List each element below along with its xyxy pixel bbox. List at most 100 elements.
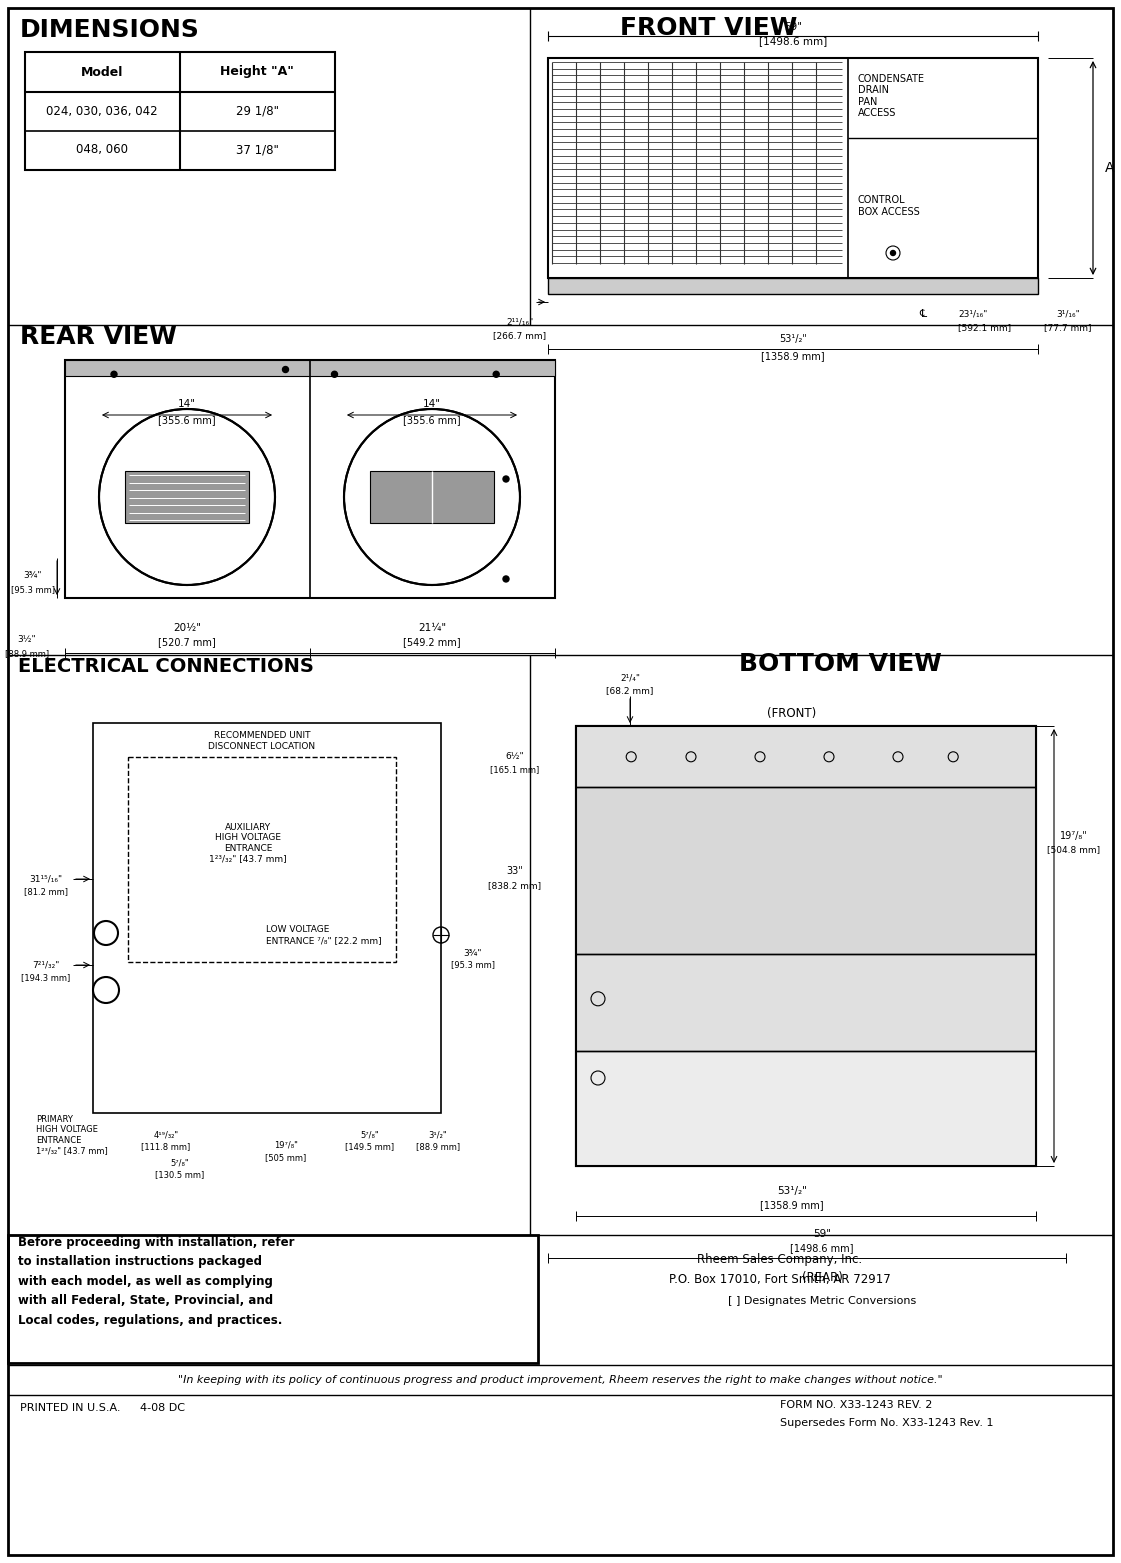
Circle shape — [890, 250, 896, 255]
Text: [355.6 mm]: [355.6 mm] — [158, 416, 216, 425]
Text: [111.8 mm]: [111.8 mm] — [141, 1143, 191, 1152]
Bar — [93, 724, 441, 1113]
Text: Model: Model — [81, 66, 123, 78]
Text: Supersedes Form No. X33-1243 Rev. 1: Supersedes Form No. X33-1243 Rev. 1 — [780, 1418, 993, 1429]
Text: 2¹¹/₁₆": 2¹¹/₁₆" — [507, 317, 534, 327]
Text: 23¹/₁₆": 23¹/₁₆" — [958, 309, 988, 319]
Text: [504.8 mm]: [504.8 mm] — [1047, 846, 1101, 855]
Circle shape — [332, 372, 337, 377]
Text: 3¾": 3¾" — [24, 572, 43, 580]
Text: BOTTOM VIEW: BOTTOM VIEW — [739, 652, 942, 677]
Text: 048, 060: 048, 060 — [76, 144, 128, 156]
Text: ELECTRICAL CONNECTIONS: ELECTRICAL CONNECTIONS — [18, 656, 314, 675]
Text: CONDENSATE
DRAIN
PAN
ACCESS: CONDENSATE DRAIN PAN ACCESS — [858, 73, 925, 119]
Text: [1498.6 mm]: [1498.6 mm] — [759, 36, 827, 45]
Text: [838.2 mm]: [838.2 mm] — [489, 880, 541, 889]
Bar — [576, 1050, 1036, 1166]
Bar — [126, 470, 249, 524]
Text: [549.2 mm]: [549.2 mm] — [404, 638, 461, 647]
Bar — [128, 756, 396, 961]
Text: PRINTED IN U.S.A.: PRINTED IN U.S.A. — [20, 1404, 120, 1413]
Bar — [8, 1235, 538, 1363]
Bar — [548, 278, 1038, 294]
Text: [ ] Designates Metric Conversions: [ ] Designates Metric Conversions — [728, 1296, 916, 1307]
Text: [81.2 mm]: [81.2 mm] — [24, 888, 68, 897]
Bar — [576, 788, 1036, 953]
Text: [1498.6 mm]: [1498.6 mm] — [790, 1243, 854, 1254]
Text: PRIMARY
HIGH VOLTAGE
ENTRANCE
1²³/₃₂" [43.7 mm]: PRIMARY HIGH VOLTAGE ENTRANCE 1²³/₃₂" [4… — [36, 1114, 108, 1155]
Text: FORM NO. X33-1243 REV. 2: FORM NO. X33-1243 REV. 2 — [780, 1400, 933, 1410]
Text: DIMENSIONS: DIMENSIONS — [20, 19, 200, 42]
Text: 29 1/8": 29 1/8" — [235, 105, 278, 117]
Text: 19⁷/₈": 19⁷/₈" — [274, 1141, 298, 1149]
Text: 33": 33" — [507, 866, 524, 877]
Text: [68.2 mm]: [68.2 mm] — [606, 686, 654, 696]
Text: REAR VIEW: REAR VIEW — [20, 325, 177, 349]
Bar — [576, 725, 1036, 788]
Text: [95.3 mm]: [95.3 mm] — [11, 586, 55, 594]
Text: [592.1 mm]: [592.1 mm] — [958, 324, 1011, 333]
Text: [1358.9 mm]: [1358.9 mm] — [760, 1200, 824, 1210]
Text: [355.6 mm]: [355.6 mm] — [404, 416, 461, 425]
Text: 19⁷/₈": 19⁷/₈" — [1060, 832, 1087, 841]
Circle shape — [503, 575, 509, 581]
Bar — [65, 359, 555, 377]
Circle shape — [282, 366, 288, 372]
Text: Height "A": Height "A" — [220, 66, 294, 78]
Circle shape — [493, 372, 499, 377]
Text: 14": 14" — [178, 399, 196, 410]
Bar — [576, 953, 1036, 1050]
Bar — [370, 470, 494, 524]
Text: 5⁷/₈": 5⁷/₈" — [361, 1130, 379, 1139]
Text: [165.1 mm]: [165.1 mm] — [490, 766, 539, 774]
Text: [88.9 mm]: [88.9 mm] — [416, 1143, 460, 1152]
Text: [130.5 mm]: [130.5 mm] — [156, 1171, 205, 1180]
Text: 6½": 6½" — [506, 752, 525, 761]
Text: [77.7 mm]: [77.7 mm] — [1045, 324, 1092, 333]
Text: 3¹/₂": 3¹/₂" — [428, 1130, 447, 1139]
Text: [95.3 mm]: [95.3 mm] — [451, 961, 495, 969]
Text: 4-08 DC: 4-08 DC — [140, 1404, 185, 1413]
Text: ℄: ℄ — [919, 309, 927, 319]
Text: 7²¹/₃₂": 7²¹/₃₂" — [33, 961, 59, 969]
Text: 5⁷/₈": 5⁷/₈" — [170, 1158, 189, 1168]
Text: [194.3 mm]: [194.3 mm] — [21, 974, 71, 983]
Text: [266.7 mm]: [266.7 mm] — [493, 331, 547, 341]
Text: AUXILIARY
HIGH VOLTAGE
ENTRANCE
1²³/₃₂" [43.7 mm]: AUXILIARY HIGH VOLTAGE ENTRANCE 1²³/₃₂" … — [210, 822, 287, 863]
Bar — [548, 58, 1038, 278]
Circle shape — [111, 372, 117, 377]
Text: [505 mm]: [505 mm] — [266, 1153, 307, 1163]
Text: [88.9 mm]: [88.9 mm] — [4, 650, 49, 658]
Text: 53¹/₂": 53¹/₂" — [779, 334, 807, 344]
Text: 3½": 3½" — [18, 636, 36, 644]
Bar — [576, 725, 1036, 1166]
Text: 59": 59" — [813, 1229, 831, 1239]
Text: Rheem Sales Company, Inc.
P.O. Box 17010, Fort Smith, AR 72917: Rheem Sales Company, Inc. P.O. Box 17010… — [669, 1254, 891, 1286]
Text: LOW VOLTAGE
ENTRANCE ⁷/₈" [22.2 mm]: LOW VOLTAGE ENTRANCE ⁷/₈" [22.2 mm] — [266, 925, 381, 944]
Text: 2¹/₄": 2¹/₄" — [620, 674, 640, 683]
Bar — [65, 359, 555, 599]
Text: "In keeping with its policy of continuous progress and product improvement, Rhee: "In keeping with its policy of continuou… — [178, 1375, 943, 1385]
Text: A: A — [1105, 161, 1114, 175]
Text: 4¹⁹/₃₂": 4¹⁹/₃₂" — [154, 1130, 178, 1139]
Text: [149.5 mm]: [149.5 mm] — [345, 1143, 395, 1152]
Text: 59": 59" — [784, 22, 802, 31]
Text: 024, 030, 036, 042: 024, 030, 036, 042 — [46, 105, 158, 117]
Text: 3¾": 3¾" — [464, 949, 482, 958]
Text: 14": 14" — [423, 399, 441, 410]
Text: [520.7 mm]: [520.7 mm] — [158, 638, 216, 647]
Text: 31¹⁵/₁₆": 31¹⁵/₁₆" — [29, 875, 63, 883]
Text: (REAR): (REAR) — [802, 1271, 843, 1285]
Text: (FRONT): (FRONT) — [768, 706, 816, 719]
Text: Before proceeding with installation, refer
to installation instructions packaged: Before proceeding with installation, ref… — [18, 1236, 295, 1327]
Text: 53¹/₂": 53¹/₂" — [777, 1186, 807, 1196]
Text: 21¼": 21¼" — [418, 624, 446, 633]
Text: 37 1/8": 37 1/8" — [235, 144, 278, 156]
Text: [1358.9 mm]: [1358.9 mm] — [761, 352, 825, 361]
Text: 20½": 20½" — [173, 624, 201, 633]
Text: FRONT VIEW: FRONT VIEW — [620, 16, 797, 41]
Bar — [25, 52, 335, 170]
Text: RECOMMENDED UNIT
DISCONNECT LOCATION: RECOMMENDED UNIT DISCONNECT LOCATION — [209, 731, 316, 750]
Bar — [576, 725, 1036, 1166]
Circle shape — [503, 477, 509, 481]
